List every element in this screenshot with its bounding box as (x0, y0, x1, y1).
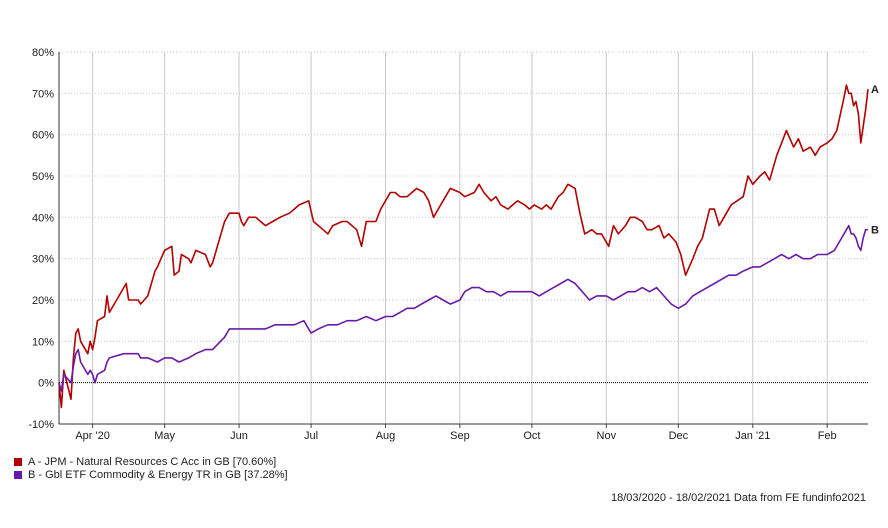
axes (58, 52, 868, 428)
legend-swatch-b (14, 470, 22, 479)
y-tick-label: 30% (32, 254, 54, 266)
series-layer (58, 84, 869, 409)
y-tick-label: 10% (32, 336, 54, 348)
x-tick-label: Nov (597, 430, 617, 442)
grid (59, 51, 868, 425)
x-tick-label: Jun (230, 430, 248, 442)
y-tick-label: 70% (32, 88, 54, 100)
legend-item-b: B - Gbl ETF Commodity & Energy TR in GB … (14, 468, 288, 481)
legend-label-b: B - Gbl ETF Commodity & Energy TR in GB … (28, 468, 288, 481)
y-tick-label: 40% (32, 212, 54, 224)
footer-date-range: 18/03/2020 - 18/02/2021 Data from FE fun… (610, 492, 866, 504)
y-tick-label: 0% (38, 378, 54, 390)
x-tick-label: Apr '20 (75, 430, 110, 442)
tick-labels: -10% 0% 10% 20% 30% 40% 50% 60% 70% 80% Apr '20 May… (28, 47, 879, 442)
x-tick-label: Jul (304, 430, 318, 442)
series-end-label-b: B (871, 225, 879, 237)
series-end-label-a: A (871, 84, 879, 96)
x-tick-label: Jan '21 (735, 430, 770, 442)
legend-item-a: A - JPM - Natural Resources C Acc in GB … (14, 455, 288, 468)
x-tick-label: Feb (818, 430, 837, 442)
y-tick-label: -10% (28, 419, 54, 431)
x-tick-label: Oct (523, 430, 540, 442)
series-line-b (58, 224, 868, 392)
legend-swatch-a (14, 457, 22, 466)
y-tick-label: 80% (32, 47, 54, 59)
x-tick-label: May (154, 430, 175, 442)
legend: A - JPM - Natural Resources C Acc in GB … (14, 455, 288, 481)
y-tick-label: 20% (32, 295, 54, 307)
x-tick-label: Dec (669, 430, 689, 442)
series-line-a (58, 84, 869, 409)
x-tick-label: Aug (376, 430, 396, 442)
x-tick-label: Sep (450, 430, 470, 442)
y-tick-label: 60% (32, 130, 54, 142)
legend-label-a: A - JPM - Natural Resources C Acc in GB … (28, 455, 277, 468)
y-tick-label: 50% (32, 171, 54, 183)
